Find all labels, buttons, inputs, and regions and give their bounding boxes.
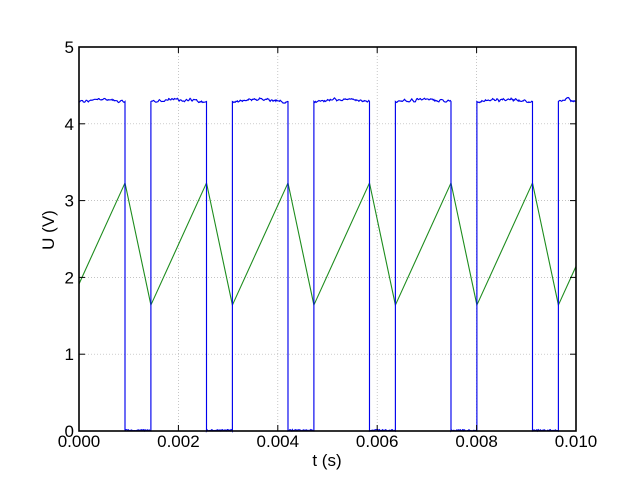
- svg-text:0.006: 0.006: [356, 432, 399, 451]
- svg-text:5: 5: [65, 38, 74, 57]
- svg-text:2: 2: [65, 268, 74, 287]
- svg-text:0.002: 0.002: [157, 432, 200, 451]
- svg-text:3: 3: [65, 192, 74, 211]
- svg-text:0.008: 0.008: [455, 432, 498, 451]
- svg-text:0.004: 0.004: [257, 432, 300, 451]
- svg-text:1: 1: [65, 345, 74, 364]
- svg-text:0: 0: [65, 422, 74, 441]
- svg-text:t (s): t (s): [312, 451, 341, 470]
- svg-text:U (V): U (V): [39, 210, 58, 250]
- svg-text:4: 4: [65, 115, 74, 134]
- svg-text:0.010: 0.010: [555, 432, 598, 451]
